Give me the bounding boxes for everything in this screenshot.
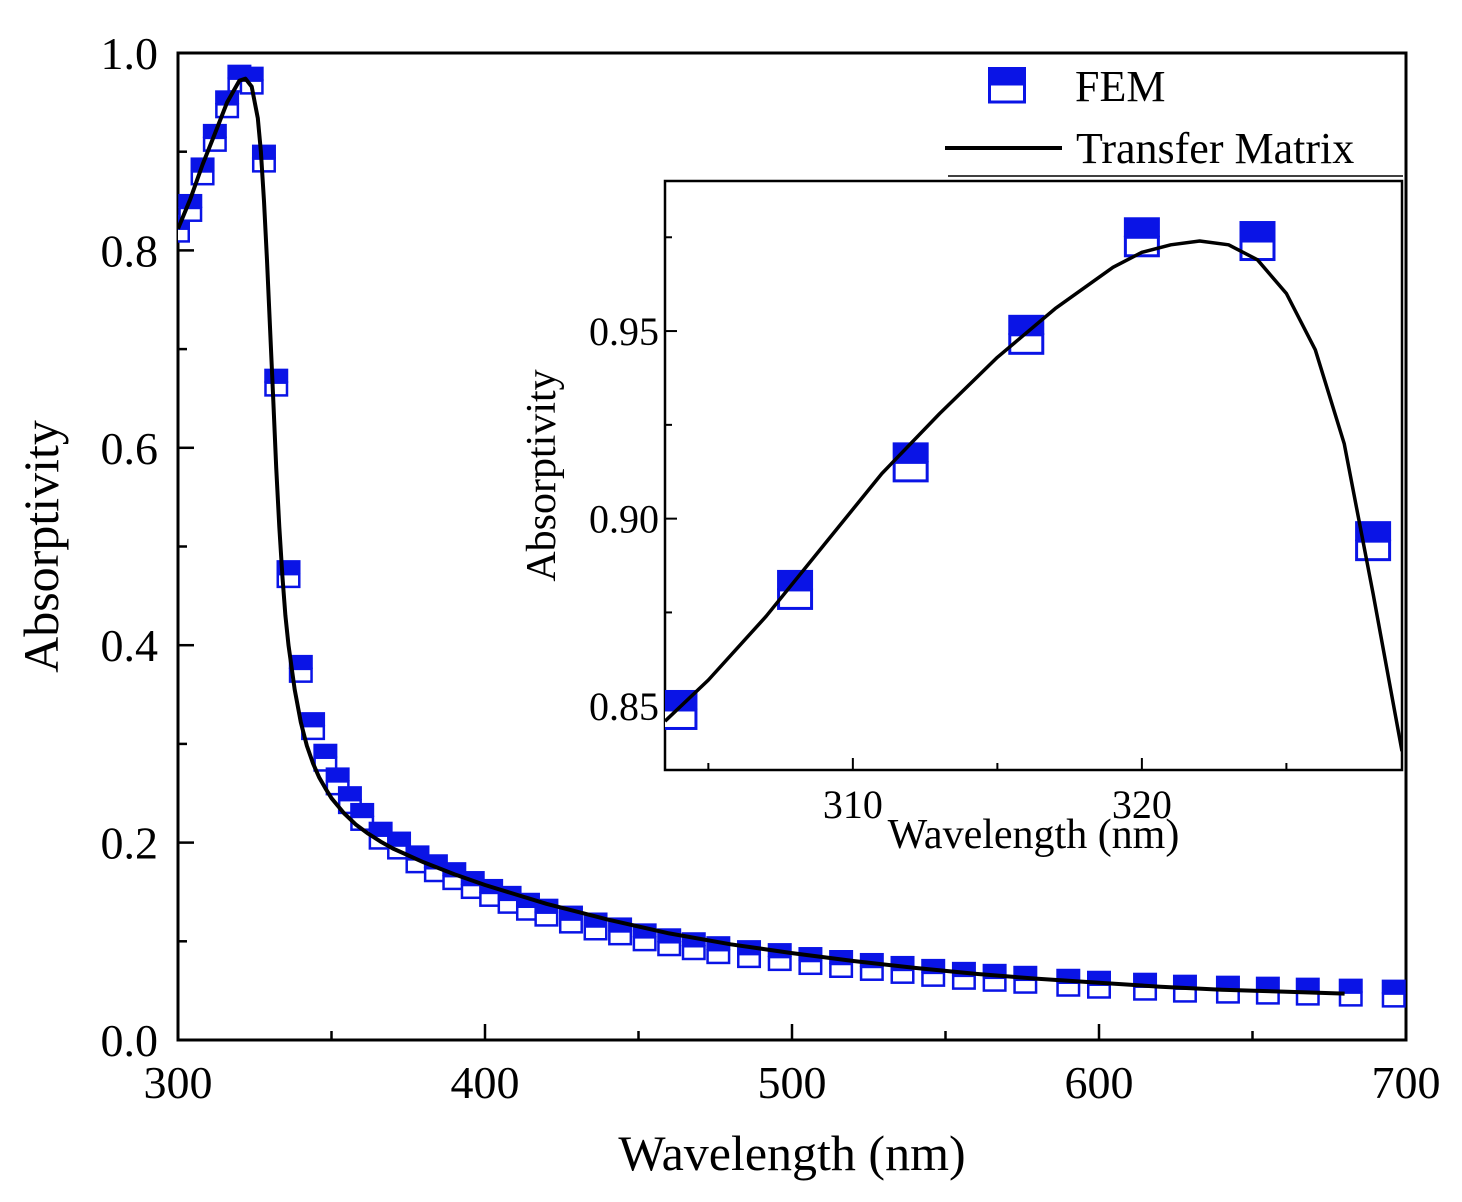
- main-y-tick-label: 0.2: [101, 818, 159, 869]
- main-fem-point: [1255, 976, 1280, 1005]
- inset-y-axis-title: Absorptivity: [519, 369, 565, 581]
- main-fem-point: [767, 943, 792, 972]
- main-fem-point: [798, 947, 823, 976]
- main-x-tick-label: 600: [1065, 1057, 1134, 1108]
- main-plot-frame: [176, 51, 1408, 1042]
- main-fem-point: [313, 743, 338, 772]
- main-fem-point: [1172, 974, 1197, 1003]
- inset-data-area: [665, 217, 1402, 752]
- inset-transfer-matrix-line: [665, 239, 1402, 752]
- inset-plot: 310 320 0.85 0.90 0.95 Wavelength (nm) Absorpt…: [519, 179, 1404, 858]
- main-x-axis-title: Wavelength (nm): [618, 1125, 965, 1181]
- inset-y-tick-label: 0.95: [589, 309, 659, 354]
- main-y-tick-label: 0.4: [101, 620, 159, 671]
- main-transfer-matrix-line: [178, 76, 1345, 996]
- main-x-tick-label: 500: [758, 1057, 827, 1108]
- main-fem-point: [1215, 975, 1240, 1004]
- inset-y-tick-label: 0.85: [589, 684, 659, 729]
- main-x-tick-label: 300: [144, 1057, 213, 1108]
- inset-plot-frame: [663, 179, 1404, 772]
- main-fem-point: [1381, 979, 1406, 1008]
- main-y-tick-label: 0.8: [101, 225, 159, 276]
- legend: FEM Transfer Matrix: [945, 62, 1403, 177]
- legend-fem-marker: [988, 67, 1026, 104]
- main-y-axis-title: Absorptivity: [13, 420, 69, 673]
- main-y-tick-label: 0.0: [101, 1015, 159, 1066]
- main-plot: 300 400 500 600 700 0.0 0.2 0.4 0.6 0.8 1.0 Wavelen…: [13, 28, 1441, 1181]
- inset-x-tick-label: 320: [1112, 782, 1172, 827]
- main-fem-point: [1295, 977, 1320, 1006]
- main-fem-point: [951, 961, 976, 990]
- legend-fem-label: FEM: [1075, 62, 1165, 111]
- main-fem-point: [829, 950, 854, 979]
- inset-fem-point: [892, 442, 929, 483]
- inset-fem-point: [777, 569, 814, 610]
- main-x-tick-label: 400: [451, 1057, 520, 1108]
- main-data-area: [178, 64, 1406, 1008]
- main-x-tick-label: 700: [1372, 1057, 1441, 1108]
- inset-x-axis-title: Wavelength (nm): [888, 812, 1180, 858]
- main-fem-point: [251, 144, 276, 173]
- main-y-tick-label: 0.6: [101, 423, 159, 474]
- legend-tm-label: Transfer Matrix: [1076, 124, 1354, 173]
- main-y-tick-label: 1.0: [101, 28, 159, 79]
- main-fem-point: [264, 368, 289, 397]
- inset-y-tick-label: 0.90: [589, 497, 659, 542]
- main-fem-point: [1338, 978, 1363, 1007]
- main-fem-point: [288, 654, 313, 683]
- main-fem-point: [859, 952, 884, 981]
- inset-x-tick-label: 310: [823, 782, 883, 827]
